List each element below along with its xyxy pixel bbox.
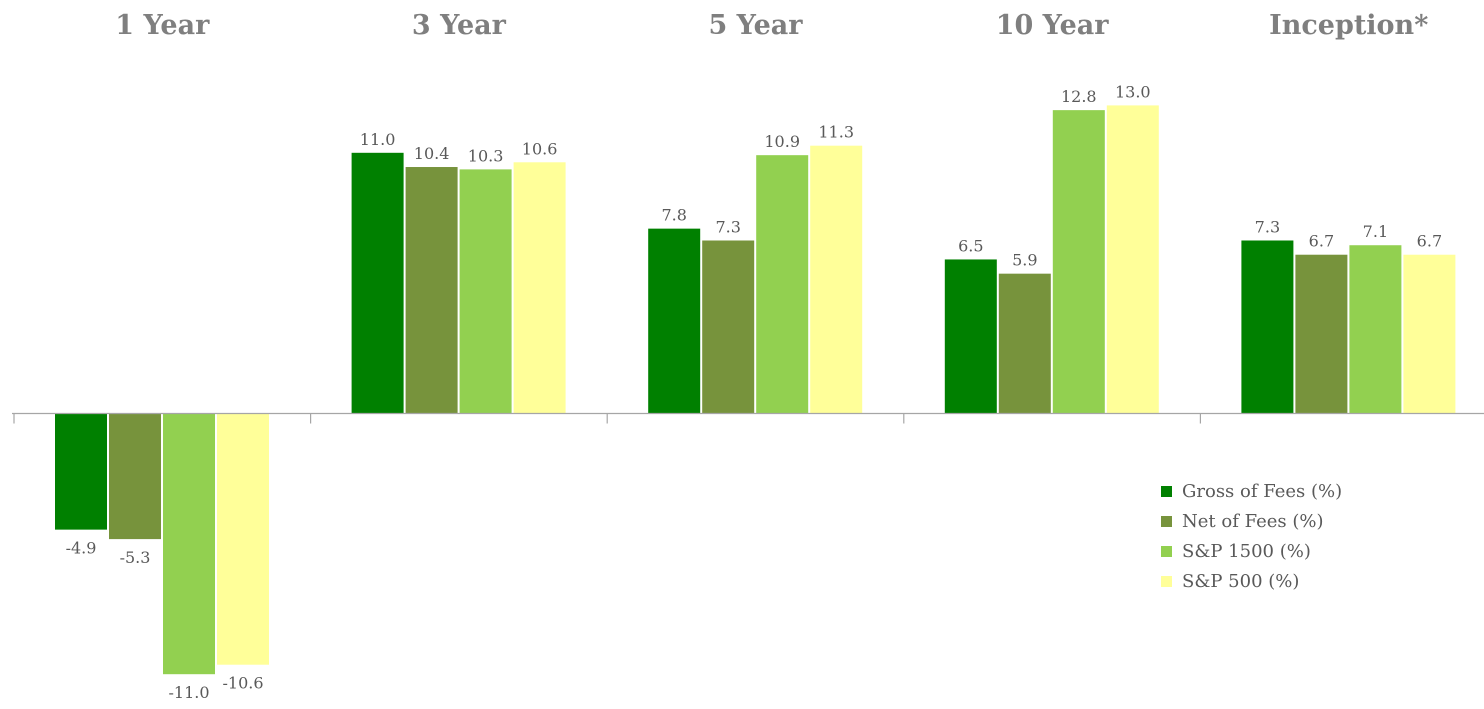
bar-s-p-1500-5-year: [756, 155, 809, 414]
legend-swatch-net-of-fees: [1161, 515, 1172, 527]
bar-s-p-500-inception: [1403, 254, 1456, 414]
value-label-net-of-fees-5-year: 7.3: [715, 217, 740, 236]
bar-s-p-500-3-year: [513, 162, 566, 414]
bar-gross-of-fees-3-year: [351, 152, 404, 414]
bar-gross-of-fees-inception: [1241, 240, 1294, 414]
bar-net-of-fees-10-year: [998, 273, 1051, 414]
value-label-s-p-500-5-year: 11.3: [818, 123, 854, 142]
value-label-s-p-500-3-year: 10.6: [522, 139, 558, 158]
legend-label-gross-of-fees: Gross of Fees (%): [1182, 480, 1343, 502]
bar-gross-of-fees-1-year: [55, 413, 107, 530]
bar-s-p-1500-3-year: [459, 169, 512, 414]
value-label-net-of-fees-3-year: 10.4: [414, 144, 450, 163]
bar-s-p-1500-10-year: [1052, 110, 1105, 414]
legend-swatch-sp1500: [1161, 545, 1172, 557]
bar-net-of-fees-inception: [1295, 254, 1348, 414]
bar-gross-of-fees-5-year: [648, 228, 701, 414]
bar-net-of-fees-3-year: [405, 167, 458, 414]
legend-label-net-of-fees: Net of Fees (%): [1182, 510, 1324, 532]
legend-swatch-sp500: [1161, 575, 1172, 587]
value-label-s-p-1500-1-year: -11.0: [168, 683, 209, 702]
category-label-10-year: 10 Year: [996, 10, 1110, 41]
value-label-s-p-500-10-year: 13.0: [1115, 82, 1151, 101]
bar-net-of-fees-1-year: [109, 413, 161, 540]
value-label-s-p-1500-10-year: 12.8: [1061, 87, 1097, 106]
bar-gross-of-fees-10-year: [944, 259, 997, 414]
legend-item-sp500: S&P 500 (%): [1161, 566, 1342, 596]
bar-s-p-1500-inception: [1349, 245, 1402, 414]
bar-s-p-500-10-year: [1106, 105, 1159, 414]
category-labels: 1 Year 3 Year 5 Year 10 Year Inception*: [115, 10, 1428, 41]
value-label-gross-of-fees-5-year: 7.8: [661, 206, 686, 225]
legend-item-sp1500: S&P 1500 (%): [1161, 536, 1342, 566]
x-axis: [12, 412, 1484, 424]
value-label-s-p-1500-3-year: 10.3: [468, 146, 504, 165]
value-label-net-of-fees-1-year: -5.3: [120, 548, 151, 567]
value-label-net-of-fees-inception: 6.7: [1309, 232, 1334, 251]
value-label-gross-of-fees-10-year: 6.5: [958, 236, 983, 255]
legend-label-sp500: S&P 500 (%): [1182, 570, 1300, 592]
value-labels: -4.9 -5.3 -11.0 -10.6 11.0 10.4 10.3 10.6 7.8 7.3…: [66, 82, 1443, 702]
value-label-s-p-500-1-year: -10.6: [222, 674, 263, 693]
value-label-s-p-1500-5-year: 10.9: [764, 132, 800, 151]
value-label-net-of-fees-10-year: 5.9: [1012, 251, 1037, 270]
category-label-inception: Inception*: [1269, 10, 1428, 41]
value-label-s-p-500-inception: 6.7: [1417, 232, 1442, 251]
value-label-s-p-1500-inception: 7.1: [1363, 222, 1388, 241]
bar-s-p-500-5-year: [810, 145, 863, 414]
legend-label-sp1500: S&P 1500 (%): [1182, 540, 1311, 562]
value-label-gross-of-fees-inception: 7.3: [1255, 217, 1280, 236]
bar-s-p-1500-1-year: [163, 413, 215, 675]
legend: Gross of Fees (%) Net of Fees (%) S&P 15…: [1161, 476, 1342, 596]
bar-net-of-fees-5-year: [702, 240, 755, 414]
legend-item-gross-of-fees: Gross of Fees (%): [1161, 476, 1342, 506]
value-label-gross-of-fees-1-year: -4.9: [66, 539, 97, 558]
value-label-gross-of-fees-3-year: 11.0: [360, 130, 396, 149]
bars: [55, 105, 1456, 675]
bar-s-p-500-1-year: [217, 413, 269, 665]
legend-swatch-gross-of-fees: [1161, 485, 1172, 497]
category-label-5-year: 5 Year: [708, 10, 803, 41]
category-label-1-year: 1 Year: [115, 10, 210, 41]
legend-item-net-of-fees: Net of Fees (%): [1161, 506, 1342, 536]
category-label-3-year: 3 Year: [412, 10, 507, 41]
